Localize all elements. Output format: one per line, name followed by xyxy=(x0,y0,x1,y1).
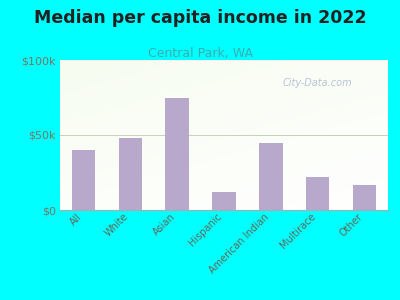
Bar xyxy=(118,138,142,210)
Bar xyxy=(166,98,189,210)
Text: Central Park, WA: Central Park, WA xyxy=(148,46,252,59)
Bar xyxy=(212,192,236,210)
Bar xyxy=(259,142,282,210)
Text: Median per capita income in 2022: Median per capita income in 2022 xyxy=(34,9,366,27)
Bar xyxy=(353,184,376,210)
Text: City-Data.com: City-Data.com xyxy=(283,78,353,88)
Bar xyxy=(72,150,95,210)
Bar xyxy=(306,177,330,210)
